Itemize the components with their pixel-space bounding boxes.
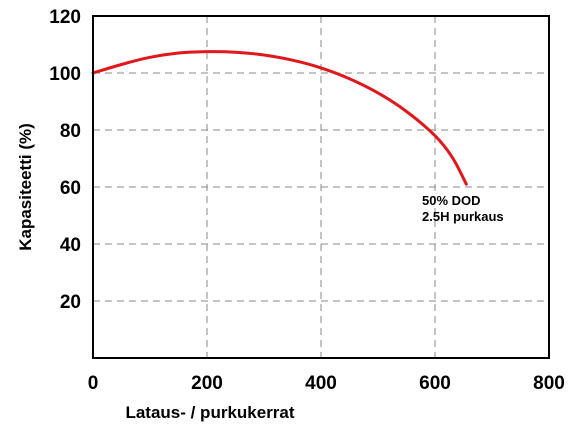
- y-tick-label: 20: [60, 292, 81, 313]
- y-tick-label: 100: [49, 64, 81, 85]
- y-tick-label: 40: [60, 235, 81, 256]
- y-tick-labels: 20 40 60 80 100 120: [49, 7, 81, 313]
- x-tick-label: 800: [533, 373, 565, 394]
- x-tick-label: 0: [88, 373, 99, 394]
- y-tick-label: 120: [49, 7, 81, 28]
- annotation-line: 2.5H purkaus: [422, 209, 504, 224]
- y-axis-title: Kapasiteetti (%): [16, 123, 35, 251]
- x-tick-label: 400: [305, 373, 337, 394]
- grid: [93, 16, 549, 358]
- capacity-curve: [91, 50, 468, 186]
- plot-area-frame: [92, 15, 550, 359]
- x-tick-labels: 0 200 400 600 800: [88, 373, 565, 394]
- y-tick-label: 80: [60, 121, 81, 142]
- x-tick-label: 200: [191, 373, 223, 394]
- series-layer: [91, 50, 468, 186]
- x-tick-label: 600: [419, 373, 451, 394]
- annotation-line: 50% DOD: [422, 193, 481, 208]
- y-tick-label: 60: [60, 178, 81, 199]
- x-axis-title: Lataus- / purkukerrat: [125, 403, 294, 422]
